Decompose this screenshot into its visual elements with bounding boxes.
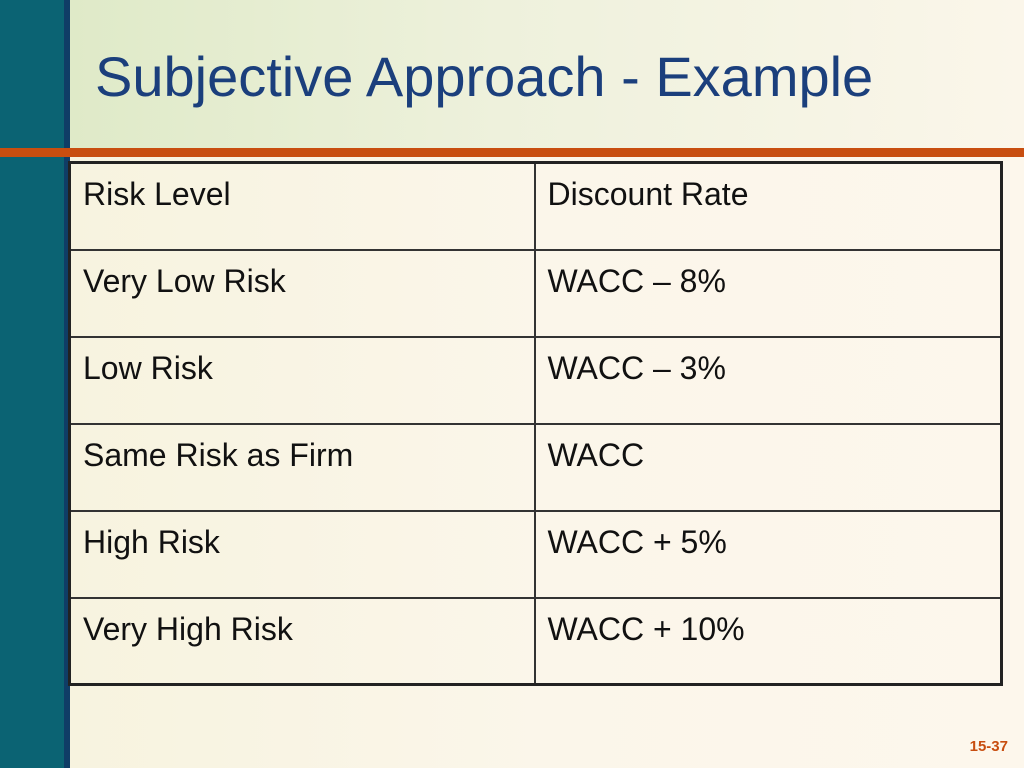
risk-discount-table: Risk Level Discount Rate Very Low Risk W… — [68, 161, 1003, 686]
discount-rate-cell: WACC + 5% — [533, 509, 1003, 599]
risk-level-cell: Very Low Risk — [68, 248, 536, 338]
discount-rate-cell: WACC — [533, 422, 1003, 512]
discount-rate-cell: WACC – 3% — [533, 335, 1003, 425]
title-divider — [0, 148, 1024, 157]
table-row: Same Risk as Firm WACC — [68, 422, 1003, 512]
table-row: Very Low Risk WACC – 8% — [68, 248, 1003, 338]
risk-level-cell: Very High Risk — [68, 596, 536, 686]
risk-level-cell: Same Risk as Firm — [68, 422, 536, 512]
discount-rate-cell: WACC + 10% — [533, 596, 1003, 686]
risk-level-cell: Low Risk — [68, 335, 536, 425]
discount-rate-cell: WACC – 8% — [533, 248, 1003, 338]
slide-page-number: 15-37 — [969, 738, 1008, 755]
slide-title: Subjective Approach - Example — [95, 45, 874, 108]
title-banner — [70, 0, 1024, 148]
left-accent-bar-edge — [64, 0, 70, 768]
risk-level-cell: High Risk — [68, 509, 536, 599]
table-row: Very High Risk WACC + 10% — [68, 596, 1003, 686]
header-discount-rate: Discount Rate — [533, 161, 1003, 251]
left-accent-bar — [0, 0, 64, 768]
table-row: High Risk WACC + 5% — [68, 509, 1003, 599]
table-header-row: Risk Level Discount Rate — [68, 161, 1003, 251]
table-row: Low Risk WACC – 3% — [68, 335, 1003, 425]
header-risk-level: Risk Level — [68, 161, 536, 251]
